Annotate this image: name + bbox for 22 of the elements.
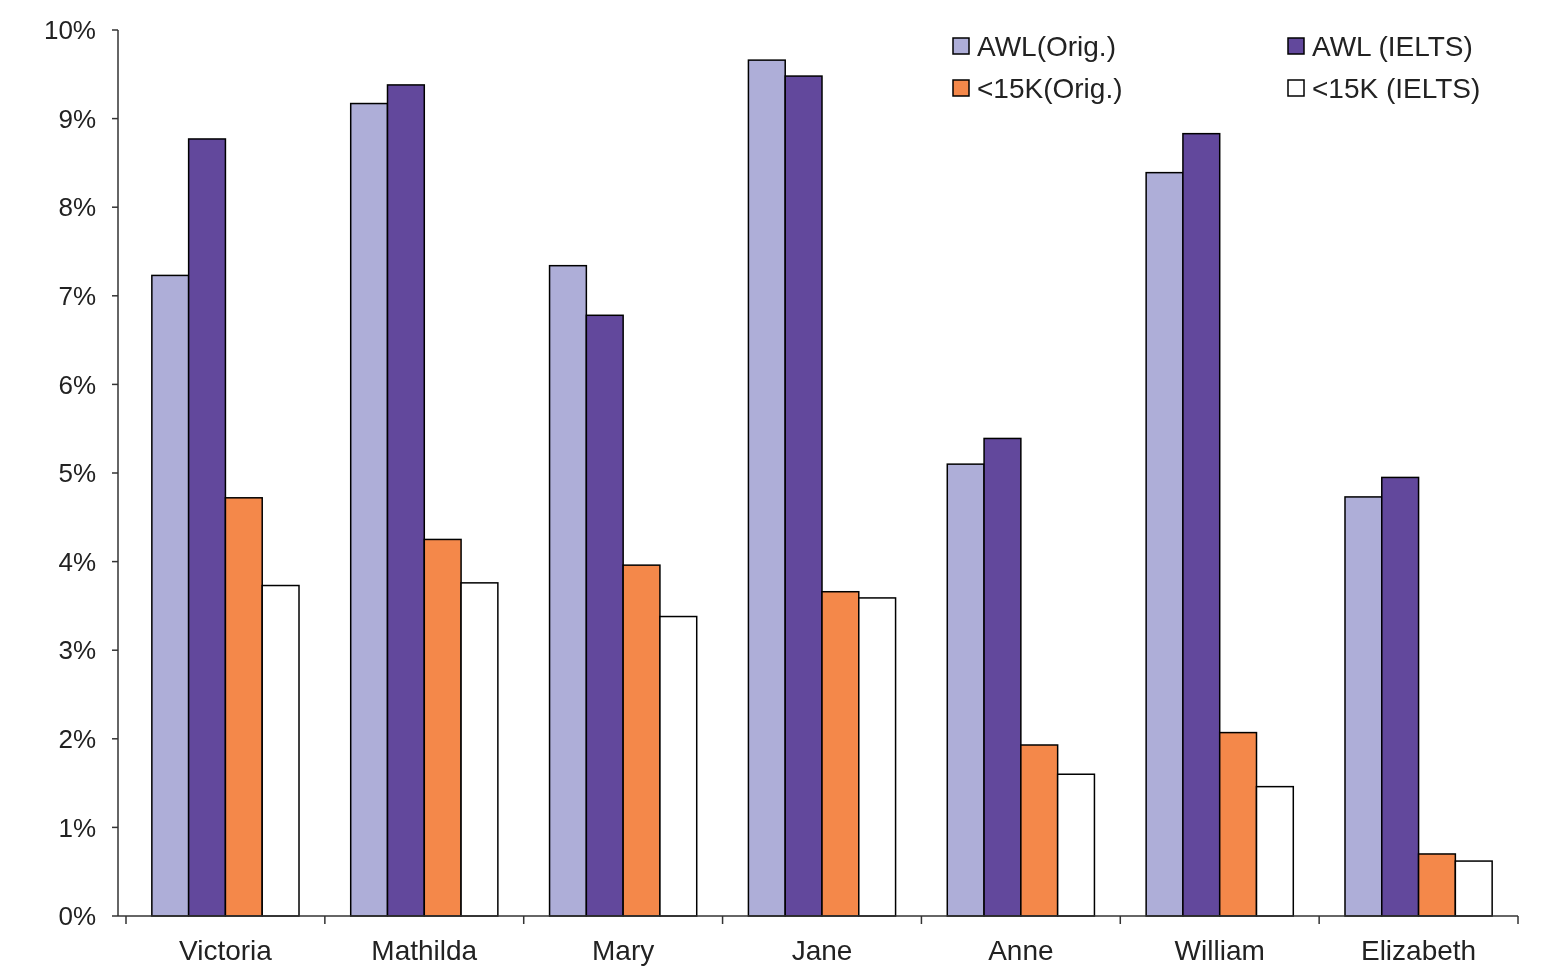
x-tick-label: Mary: [592, 935, 655, 966]
y-tick-label: 5%: [58, 458, 96, 489]
x-tick-label: Victoria: [179, 935, 273, 966]
legend-label: <15K(Orig.): [977, 72, 1123, 104]
y-tick-label: 1%: [58, 812, 96, 843]
legend-label: AWL(Orig.): [977, 30, 1116, 62]
y-tick-label: 10%: [43, 15, 96, 46]
y-tick-label: 7%: [58, 280, 96, 311]
y-tick-label: 3%: [58, 635, 96, 666]
legend-label: <15K (IELTS): [1312, 72, 1481, 104]
legend-label: AWL (IELTS): [1312, 30, 1473, 62]
x-tick-label: Anne: [988, 935, 1054, 966]
y-tick-label: 0%: [58, 901, 96, 932]
y-tick-label: 6%: [58, 369, 96, 400]
x-tick-label: Jane: [791, 935, 853, 966]
x-tick-label: Mathilda: [371, 935, 478, 966]
x-tick-label: William: [1174, 935, 1265, 966]
y-tick-label: 2%: [58, 723, 96, 754]
y-tick-label: 9%: [58, 103, 96, 134]
x-tick-label: Elizabeth: [1360, 935, 1477, 966]
y-tick-label: 8%: [58, 192, 96, 223]
y-tick-label: 4%: [58, 546, 96, 577]
